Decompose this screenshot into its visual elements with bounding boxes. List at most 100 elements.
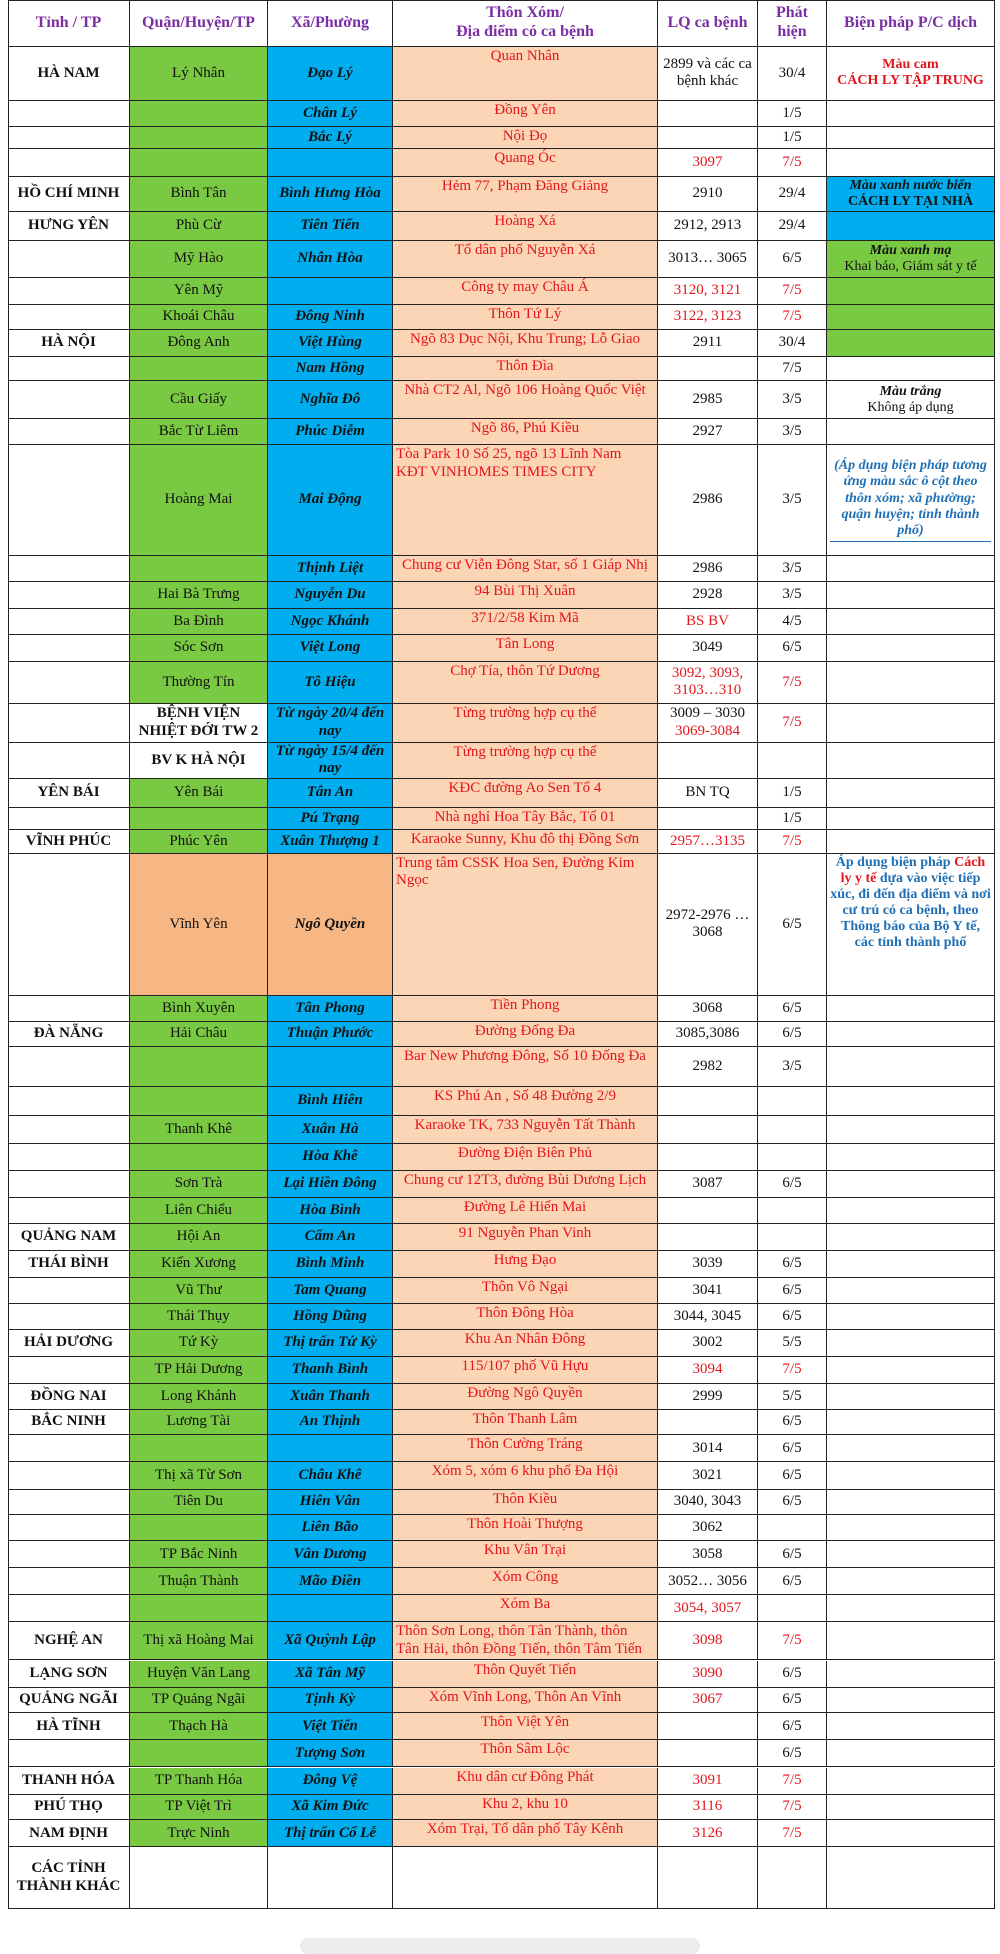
cell: Hẻm 77, Phạm Đăng Giảng	[393, 177, 658, 212]
cell	[758, 1115, 827, 1144]
cell-text: Thái Thụy	[167, 1307, 230, 1324]
cell: 7/5	[758, 661, 827, 704]
cell-text: ĐỒNG NAI	[30, 1387, 107, 1404]
cell: Hòa Bình	[268, 1198, 393, 1224]
cell: 3067	[658, 1687, 758, 1714]
cell: Long Khánh	[130, 1383, 268, 1410]
cell-text: 6/5	[782, 1255, 802, 1272]
cell: Hồng Dũng	[268, 1303, 393, 1330]
cell-text: 7/5	[782, 282, 802, 299]
cell-text: 7/5	[782, 1361, 802, 1378]
cell-text: Từ ngày 20/4 đến nay	[275, 705, 385, 739]
cell-text: 3039	[692, 1255, 723, 1272]
cell: Nhà nghỉ Hoa Tây Bắc, Tổ 01	[393, 808, 658, 831]
cell: Yên Bái	[130, 778, 268, 809]
cell: 3021	[658, 1462, 758, 1490]
cell	[268, 1595, 393, 1623]
cell: Trung tâm CSSK Hoa Sen, Đường Kim Ngọc	[393, 853, 658, 997]
cell-text: Nội Đọ	[502, 127, 548, 144]
cell	[8, 305, 130, 330]
cell: 6/5	[758, 1687, 827, 1714]
cell: KĐC đường Ao Sen Tổ 4	[393, 778, 658, 809]
cell: 6/5	[758, 1435, 827, 1463]
measure-cell	[827, 1250, 995, 1278]
cell: Cẩm An	[268, 1223, 393, 1251]
cell-text: 3021	[692, 1466, 723, 1483]
cell-text: 7/5	[782, 1798, 802, 1815]
cell-text: 2912, 2913	[673, 217, 742, 234]
cell-text: Mai Động	[298, 491, 362, 508]
cell-text: Khu dân cư Đông Phát	[456, 1768, 594, 1785]
cell	[268, 1046, 393, 1088]
cell-text: 6/5	[782, 1281, 802, 1298]
cell: Yên Mỹ	[130, 277, 268, 306]
cell: Mai Động	[268, 445, 393, 556]
cell-text: Khu An Nhân Đông	[464, 1330, 586, 1347]
cell: Công ty may Châu Á	[393, 277, 658, 306]
cell: 6/5	[758, 1489, 827, 1516]
cell-text: 3014	[692, 1439, 723, 1456]
cell: 6/5	[758, 634, 827, 662]
cell-text: TP Hải Dương	[154, 1361, 243, 1378]
measure-cell	[827, 1223, 995, 1251]
cell-text: HÀ TĨNH	[36, 1717, 101, 1734]
cell: 6/5	[758, 1660, 827, 1688]
cell	[8, 1170, 130, 1198]
cell: Thôn Cường Tráng	[393, 1435, 658, 1463]
cell-text: 2910	[692, 185, 723, 202]
cell	[8, 1198, 130, 1224]
cell: Xã Quỳnh Lập	[268, 1622, 393, 1661]
cell	[268, 1847, 393, 1909]
cell: Nhân Hòa	[268, 241, 393, 278]
cell: 2928	[658, 581, 758, 609]
cell: 7/5	[758, 1622, 827, 1661]
cell: 2985	[658, 381, 758, 420]
cell-text: Thôn Thanh Lâm	[472, 1410, 578, 1427]
cell-text: Kiến Xương	[161, 1255, 236, 1272]
cell	[8, 1087, 130, 1116]
cell	[658, 1115, 758, 1144]
cell: 2899 và các ca bệnh khác	[658, 46, 758, 101]
case-text: 3009 – 3030	[670, 705, 745, 722]
cell: Thị trấn Cổ Lễ	[268, 1820, 393, 1848]
cell-text: 3/5	[782, 423, 802, 440]
cell: 30/4	[758, 46, 827, 101]
cell-text: 4/5	[782, 612, 802, 629]
cell-text: Từng trường hợp cụ thể	[453, 743, 597, 760]
cell: Bắc Từ Liêm	[130, 419, 268, 446]
cell: Xã Tân Mỹ	[268, 1660, 393, 1688]
cell: 29/4	[758, 211, 827, 242]
cell-text: 3068	[692, 1000, 723, 1017]
cell-text: An Thịnh	[299, 1413, 361, 1430]
measure-cell	[827, 1820, 995, 1848]
cell: 6/5	[758, 996, 827, 1023]
cell	[8, 100, 130, 127]
cell: Tô Hiệu	[268, 661, 393, 704]
cell-text: Nam Hồng	[295, 359, 365, 376]
measure-cell	[827, 1198, 995, 1224]
cell-text: 2986	[692, 559, 723, 576]
cell: Chung cư Viễn Đông Star, số 1 Giáp Nhị	[393, 555, 658, 582]
cell-text: Lại Hiền Đông	[283, 1175, 377, 1192]
cell: Thôn Đìa	[393, 356, 658, 382]
cell: Thôn Kiều	[393, 1489, 658, 1516]
cell: 3062	[658, 1515, 758, 1542]
cell	[8, 1115, 130, 1144]
cell-text: 3062	[692, 1519, 723, 1536]
cell-text: Thôn Kiều	[492, 1490, 558, 1507]
cell-text: Lương Tài	[166, 1413, 231, 1430]
cell: 3/5	[758, 555, 827, 582]
cell-text: Đông Vệ	[302, 1771, 358, 1788]
measure-cell	[827, 126, 995, 149]
cell: Hoàng Mai	[130, 445, 268, 556]
cell	[130, 1847, 268, 1909]
cell	[268, 1435, 393, 1463]
header-cell: Quận/Huyện/TP	[130, 0, 268, 47]
measure-cell	[827, 1595, 995, 1623]
measure-cell	[827, 1847, 995, 1909]
cell-text: Liên Chiểu	[164, 1201, 233, 1218]
cell-text: QUẢNG NAM	[20, 1228, 117, 1245]
cell-text: 6/5	[782, 915, 802, 932]
cell-text: Karaoke TK, 733 Nguyễn Tất Thành	[414, 1116, 636, 1133]
cell-text: 2927	[692, 423, 723, 440]
